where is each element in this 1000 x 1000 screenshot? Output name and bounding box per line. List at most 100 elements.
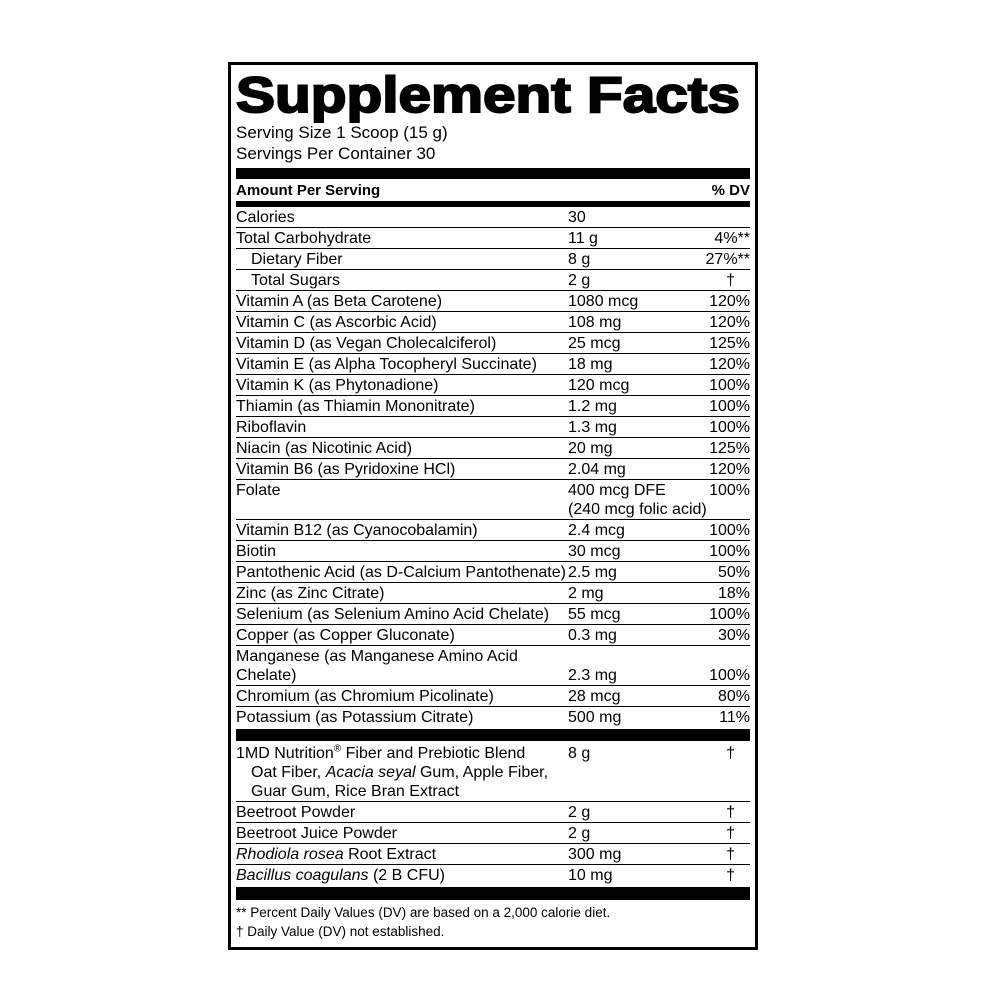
nutrient-row-total-carbohydrate: Total Carbohydrate 11 g 4%**: [236, 228, 750, 249]
nutrient-name: Vitamin D (as Vegan Cholecalciferol): [236, 335, 497, 352]
nutrient-name: Vitamin K (as Phytonadione): [236, 377, 439, 394]
nutrient-name: Calories: [236, 209, 295, 226]
nutrient-row-calories: Calories 30: [236, 207, 750, 228]
nutrient-amount: 20 mg: [568, 440, 613, 457]
nutrient-amount-line1: 400 mcg DFE: [568, 482, 666, 499]
nutrient-amount: 400 mcg DFE (240 mcg folic acid): [568, 481, 707, 519]
nutrient-dv: 30%: [717, 627, 750, 644]
nutrient-row-vitamin-c: Vitamin C (as Ascorbic Acid) 108 mg 120%: [236, 312, 750, 333]
nutrient-name: Potassium (as Potassium Citrate): [236, 709, 474, 726]
amount-per-serving-label: Amount Per Serving: [236, 182, 381, 199]
nutrient-dv: 100%: [709, 522, 750, 539]
nutrient-name: Vitamin C (as Ascorbic Acid): [236, 314, 437, 331]
nutrient-name: Copper (as Copper Gluconate): [236, 627, 455, 644]
nutrient-row-beetroot-powder: Beetroot Powder 2 g †: [236, 802, 750, 823]
nutrient-name-rest: Root Extract: [343, 846, 437, 863]
separator-bar-top: [236, 168, 750, 179]
nutrient-name: Manganese (as Manganese Amino Acid Chela…: [236, 648, 518, 684]
registered-trademark-mark: ®: [333, 743, 342, 755]
nutrient-name: Dietary Fiber: [251, 251, 343, 268]
nutrient-row-bacillus-coagulans: Bacillus coagulans (2 B CFU) 10 mg †: [236, 865, 750, 885]
nutrient-row-niacin: Niacin (as Nicotinic Acid) 20 mg 125%: [236, 438, 750, 459]
nutrient-dv: 100%: [709, 419, 750, 436]
blend-row: 1MD Nutrition® Fiber and Prebiotic Blend…: [236, 741, 750, 802]
nutrient-amount: 2.4 mcg: [568, 522, 625, 539]
nutrient-row-vitamin-b12: Vitamin B12 (as Cyanocobalamin) 2.4 mcg …: [236, 520, 750, 541]
nutrient-name-italic: Bacillus coagulans: [236, 867, 369, 884]
nutrient-dv: †: [726, 867, 735, 884]
nutrient-row-pantothenic-acid: Pantothenic Acid (as D-Calcium Pantothen…: [236, 562, 750, 583]
nutrient-name-italic: Rhodiola rosea: [236, 846, 344, 863]
separator-bar-bottom: [236, 887, 750, 900]
blend-brand: 1MD Nutrition: [236, 745, 334, 762]
nutrient-name: Thiamin (as Thiamin Mononitrate): [236, 398, 475, 415]
nutrient-amount: 55 mcg: [568, 606, 621, 623]
nutrient-dv: 120%: [709, 356, 750, 373]
column-header: Amount Per Serving % DV: [236, 179, 750, 207]
nutrient-row-vitamin-e: Vitamin E (as Alpha Tocopheryl Succinate…: [236, 354, 750, 375]
separator-bar-middle: [236, 729, 750, 741]
nutrient-name: Selenium (as Selenium Amino Acid Chelate…: [236, 606, 550, 623]
nutrient-dv: 100%: [709, 377, 750, 394]
nutrient-amount: 300 mg: [568, 846, 622, 863]
nutrient-amount: 108 mg: [568, 314, 622, 331]
nutrient-name: Total Carbohydrate: [236, 230, 372, 247]
nutrient-name: Rhodiola rosea Root Extract: [236, 845, 568, 864]
nutrient-dv: 120%: [709, 293, 750, 310]
nutrient-dv: 125%: [709, 335, 750, 352]
nutrient-amount-line2: (240 mcg folic acid): [568, 501, 707, 518]
nutrient-name: Biotin: [236, 543, 277, 560]
nutrient-dv: 100%: [709, 482, 750, 499]
footnotes: ** Percent Daily Values (DV) are based o…: [236, 900, 750, 943]
nutrient-name: Niacin (as Nicotinic Acid): [236, 440, 413, 457]
blend-name-rest: Fiber and Prebiotic Blend: [341, 745, 526, 762]
blend-ingredients-pre: Oat Fiber,: [251, 764, 326, 781]
nutrient-row-chromium: Chromium (as Chromium Picolinate) 28 mcg…: [236, 686, 750, 707]
nutrient-name: Pantothenic Acid (as D-Calcium Pantothen…: [236, 564, 566, 581]
footnote-daily-values: ** Percent Daily Values (DV) are based o…: [236, 905, 611, 920]
nutrient-row-dietary-fiber: Dietary Fiber 8 g 27%**: [236, 249, 750, 270]
footnote-dv-not-established: † Daily Value (DV) not established.: [236, 924, 445, 939]
nutrient-amount: 2.5 mg: [568, 564, 617, 581]
blend-amount: 8 g: [568, 745, 591, 762]
label-title: Supplement Facts: [235, 67, 750, 123]
nutrient-row-total-sugars: Total Sugars 2 g †: [236, 270, 750, 291]
nutrient-amount: 1.3 mg: [568, 419, 617, 436]
blend-ingredients-post: Gum, Apple Fiber, Guar Gum, Rice Bran Ex…: [251, 764, 549, 800]
nutrient-row-rhodiola-rosea: Rhodiola rosea Root Extract 300 mg †: [236, 844, 750, 865]
nutrient-dv: 120%: [709, 461, 750, 478]
nutrient-amount: 500 mg: [568, 709, 622, 726]
nutrient-amount: 28 mcg: [568, 688, 621, 705]
nutrient-row-riboflavin: Riboflavin 1.3 mg 100%: [236, 417, 750, 438]
nutrient-row-vitamin-k: Vitamin K (as Phytonadione) 120 mcg 100%: [236, 375, 750, 396]
nutrient-amount: 120 mcg: [568, 377, 630, 394]
nutrient-dv: †: [726, 272, 735, 289]
nutrient-dv: 100%: [709, 667, 750, 684]
nutrient-amount: 1.2 mg: [568, 398, 617, 415]
nutrient-row-copper: Copper (as Copper Gluconate) 0.3 mg 30%: [236, 625, 750, 646]
nutrient-amount: 1080 mcg: [568, 293, 639, 310]
nutrient-name: Riboflavin: [236, 419, 307, 436]
nutrient-amount: 2 mg: [568, 585, 604, 602]
nutrient-amount: 0.3 mg: [568, 627, 617, 644]
nutrient-row-folate: Folate 400 mcg DFE (240 mcg folic acid) 1…: [236, 480, 750, 520]
nutrient-name-rest: (2 B CFU): [368, 867, 445, 884]
nutrient-amount: 2 g: [568, 804, 591, 821]
nutrient-amount: 10 mg: [568, 867, 613, 884]
nutrient-amount: 25 mcg: [568, 335, 621, 352]
nutrient-name: Chromium (as Chromium Picolinate): [236, 688, 494, 705]
nutrient-row-potassium: Potassium (as Potassium Citrate) 500 mg …: [236, 707, 750, 727]
nutrient-name: Zinc (as Zinc Citrate): [236, 585, 385, 602]
nutrient-dv: †: [726, 825, 735, 842]
blend-name: 1MD Nutrition® Fiber and Prebiotic Blend…: [236, 744, 568, 801]
nutrient-amount: 30: [568, 209, 586, 226]
nutrient-dv: 120%: [709, 314, 750, 331]
servings-per-container: Servings Per Container 30: [236, 144, 436, 163]
nutrient-dv: 50%: [717, 564, 750, 581]
nutrient-name: Beetroot Juice Powder: [236, 825, 397, 842]
blend-ingredients: Oat Fiber, Acacia seyal Gum, Apple Fiber…: [236, 763, 568, 801]
nutrient-amount: 2 g: [568, 272, 591, 289]
nutrient-name: Vitamin E (as Alpha Tocopheryl Succinate…: [236, 356, 537, 373]
nutrient-name: Vitamin B6 (as Pyridoxine HCl): [236, 461, 456, 478]
nutrient-name: Folate: [236, 482, 281, 499]
